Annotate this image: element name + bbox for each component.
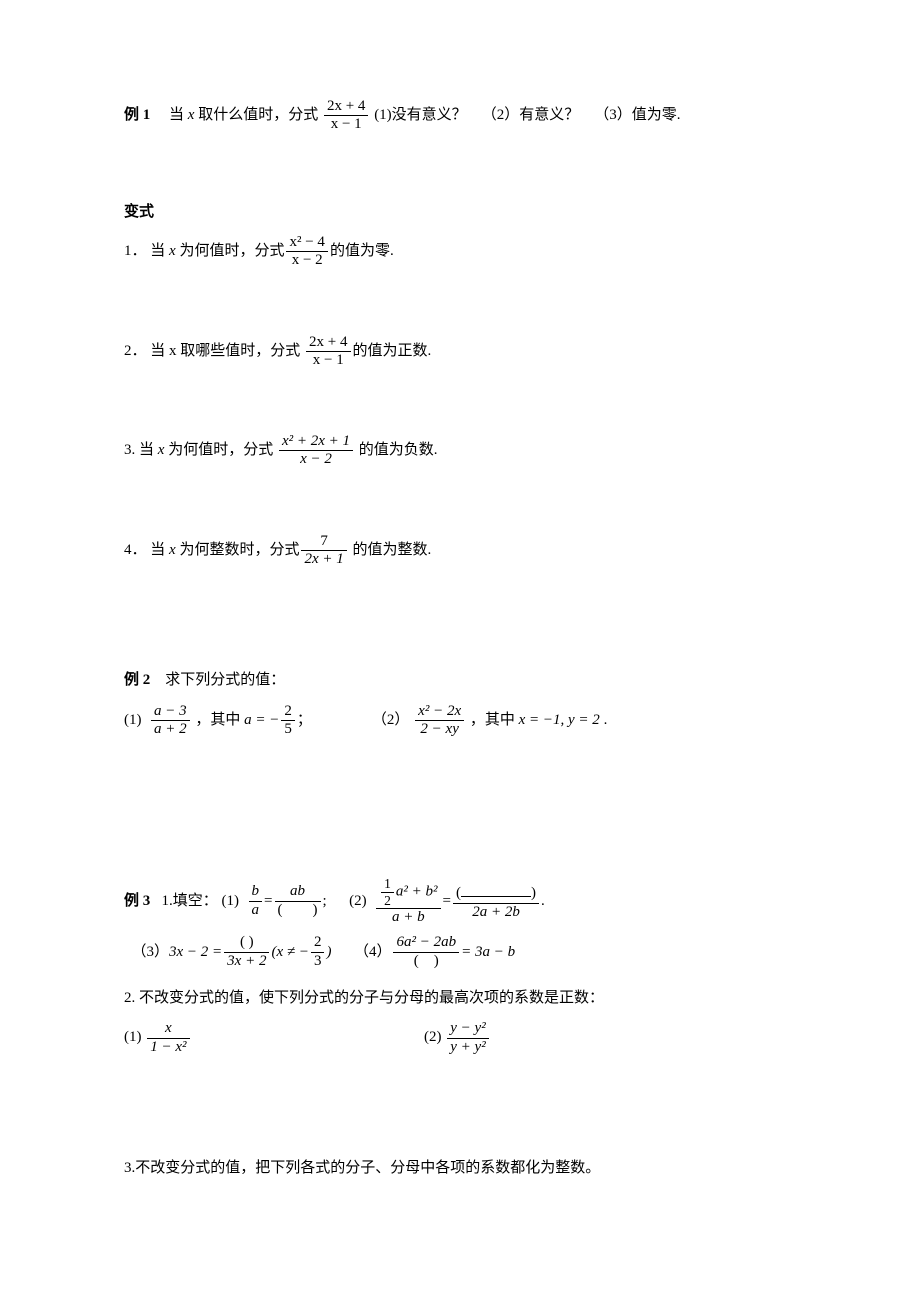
- ex2-part2: （2） x² − 2x 2 − xy ，其中 x = −1, y = 2 .: [372, 703, 607, 739]
- page: 例 1 当 x 取什么值时，分式 2x + 4 x − 1 (1)没有意义？ （…: [0, 0, 920, 1250]
- ex3-q3: 3.不改变分式的值，把下列各式的分子、分母中各项的系数都化为整数。: [124, 1154, 800, 1183]
- v2-frac: 2x + 4 x − 1: [306, 334, 350, 370]
- ex3-q1-lead: 1.填空：: [162, 887, 218, 916]
- example-3-line2: （3） 3x − 2 = ( ) 3x + 2 (x ≠ − 2 3 ) （4）…: [124, 934, 800, 970]
- ex1-q2: （2）有意义？: [482, 107, 580, 123]
- variant-2: 2． 当 x 取哪些值时，分式 2x + 4 x − 1 的值为正数.: [124, 334, 800, 370]
- v4-frac: 7 2x + 1: [301, 533, 346, 569]
- ex1-q1: (1)没有意义？: [374, 107, 467, 123]
- example-2-parts: (1) a − 3 a + 2 ，其中 a = − 2 5 ； （2） x² −…: [124, 703, 800, 739]
- ex3-q1b-left: 12a² + b² a + b: [376, 876, 440, 926]
- ex2-part1: (1) a − 3 a + 2 ，其中 a = − 2 5 ；: [124, 703, 312, 739]
- ex2-title: 求下列分式的值：: [165, 672, 285, 688]
- ex2-label: 例 2: [124, 672, 150, 688]
- ex3-q2-a: (1) x 1 − x²: [124, 1020, 424, 1056]
- variant-1: 1． 当 x 为何值时，分式 x² − 4 x − 2 的值为零.: [124, 234, 800, 270]
- example-2-header: 例 2 求下列分式的值：: [124, 666, 800, 695]
- ex1-mid: 取什么值时，分式: [198, 107, 318, 123]
- variant-4: 4． 当 x 为何整数时，分式 7 2x + 1 的值为整数.: [124, 533, 800, 569]
- ex3-q2-b: (2) y − y² y + y²: [424, 1020, 491, 1056]
- ex3-label: 例 3: [124, 887, 150, 916]
- ex1-frac: 2x + 4 x − 1: [324, 98, 368, 134]
- ex1-pre: 当: [169, 107, 184, 123]
- v1-frac: x² − 4 x − 2: [286, 234, 327, 270]
- variants-heading: 变式: [124, 198, 800, 227]
- example-3-line1: 例 3 1.填空： (1) b a = ab ( ) ; (2) 12a² + …: [124, 876, 800, 926]
- ex3-q2-parts: (1) x 1 − x² (2) y − y² y + y²: [124, 1020, 800, 1056]
- ex1-q3: （3）值为零.: [594, 107, 680, 123]
- ex1-label: 例 1: [124, 107, 150, 123]
- v3-frac: x² + 2x + 1 x − 2: [279, 433, 353, 469]
- ex3-q2-lead: 2. 不改变分式的值，使下列分式的分子与分母的最高次项的系数是正数：: [124, 984, 800, 1013]
- example-1: 例 1 当 x 取什么值时，分式 2x + 4 x − 1 (1)没有意义？ （…: [124, 98, 800, 134]
- ex1-var: x: [188, 107, 195, 123]
- variant-3: 3. 当 x 为何值时，分式 x² + 2x + 1 x − 2 的值为负数.: [124, 433, 800, 469]
